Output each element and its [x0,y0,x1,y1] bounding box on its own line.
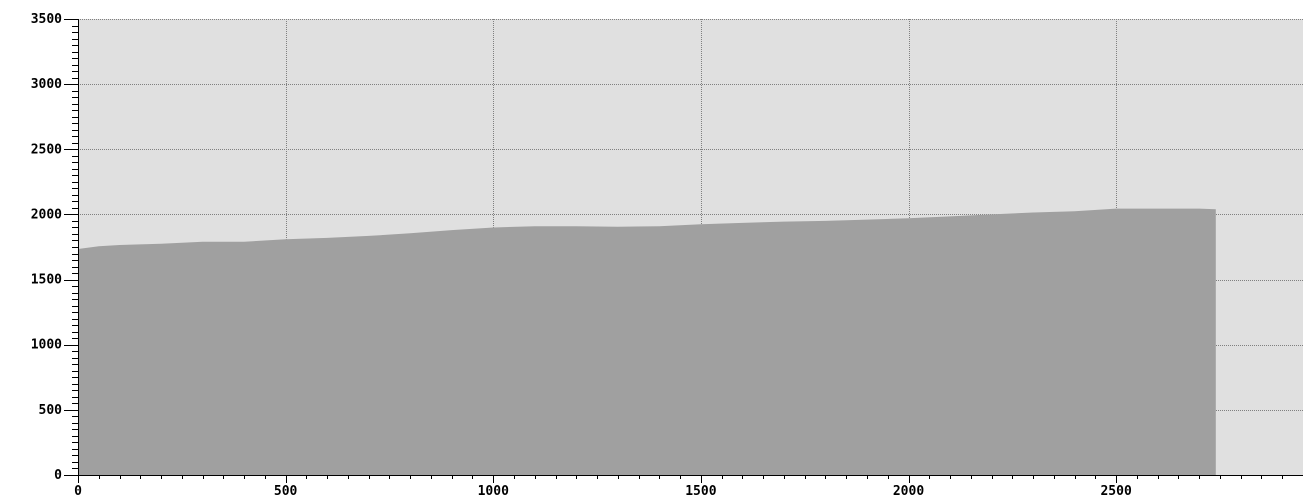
y-tick-label: 0 [54,468,62,483]
x-tick-label: 2500 [1100,484,1131,497]
y-tick-label: 2500 [31,142,62,157]
y-tick-label: 3500 [31,12,62,27]
y-tick-label: 500 [39,403,63,418]
y-tick-label: 1500 [31,273,62,288]
y-tick-label: 3000 [31,77,62,92]
x-tick-label: 0 [74,484,82,497]
x-tick-label: 1000 [478,484,509,497]
x-tick-labels: 0 500 1000 1500 2000 2500 [74,484,1132,497]
y-tick-label: 1000 [31,338,62,353]
y-tick-label: 2000 [31,207,62,222]
x-tick-label: 2000 [893,484,924,497]
area-series [78,208,1216,475]
y-tick-labels: 0 500 1000 1500 2000 2500 3000 3500 [31,12,62,483]
axes [64,19,1303,483]
x-tick-label: 500 [274,484,298,497]
x-tick-label: 1500 [685,484,716,497]
